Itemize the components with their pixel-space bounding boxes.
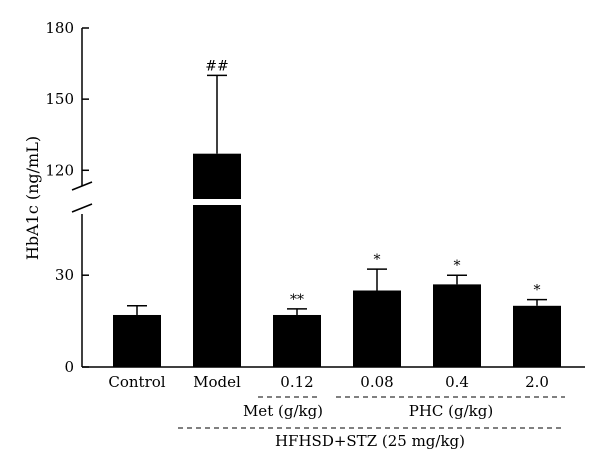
axis-break-marks bbox=[71, 181, 93, 213]
y-tick-label: 120 bbox=[45, 161, 74, 179]
significance-label: * bbox=[374, 252, 381, 268]
y-ticks: 0 30 120 150 180 bbox=[45, 19, 89, 376]
bar bbox=[433, 284, 481, 367]
y-axis-title: HbA1c (ng/mL) bbox=[23, 136, 42, 260]
bar bbox=[353, 290, 401, 367]
bar-upper-segment bbox=[193, 153, 241, 199]
y-tick-label: 30 bbox=[55, 266, 74, 284]
category-label: Control bbox=[108, 373, 165, 391]
category-labels: Control Model 0.12 0.08 0.4 2.0 bbox=[108, 373, 549, 391]
bar bbox=[113, 314, 161, 367]
bars: ##*** ** bbox=[113, 58, 561, 367]
all-group-label: HFHSD+STZ (25 mg/kg) bbox=[275, 432, 465, 450]
category-label: 2.0 bbox=[525, 373, 549, 391]
significance-label: * bbox=[454, 258, 461, 274]
significance-label: ## bbox=[205, 58, 228, 74]
bar-lower-segment bbox=[193, 205, 241, 367]
category-label: 0.4 bbox=[445, 373, 469, 391]
significance-label: ** bbox=[290, 292, 304, 308]
category-label: 0.08 bbox=[360, 373, 393, 391]
plot-lines bbox=[71, 28, 585, 368]
y-tick-label: 180 bbox=[45, 19, 74, 37]
met-group-label: Met (g/kg) bbox=[243, 402, 323, 420]
bar bbox=[273, 314, 321, 367]
group-annotations: Met (g/kg) PHC (g/kg) HFHSD+STZ (25 mg/k… bbox=[178, 396, 565, 450]
y-tick-label: 150 bbox=[45, 90, 74, 108]
category-label: Model bbox=[193, 373, 241, 391]
y-tick-label: 0 bbox=[64, 358, 74, 376]
significance-label: * bbox=[534, 283, 541, 299]
category-label: 0.12 bbox=[280, 373, 313, 391]
phc-group-label: PHC (g/kg) bbox=[409, 402, 493, 420]
bar bbox=[513, 305, 561, 367]
